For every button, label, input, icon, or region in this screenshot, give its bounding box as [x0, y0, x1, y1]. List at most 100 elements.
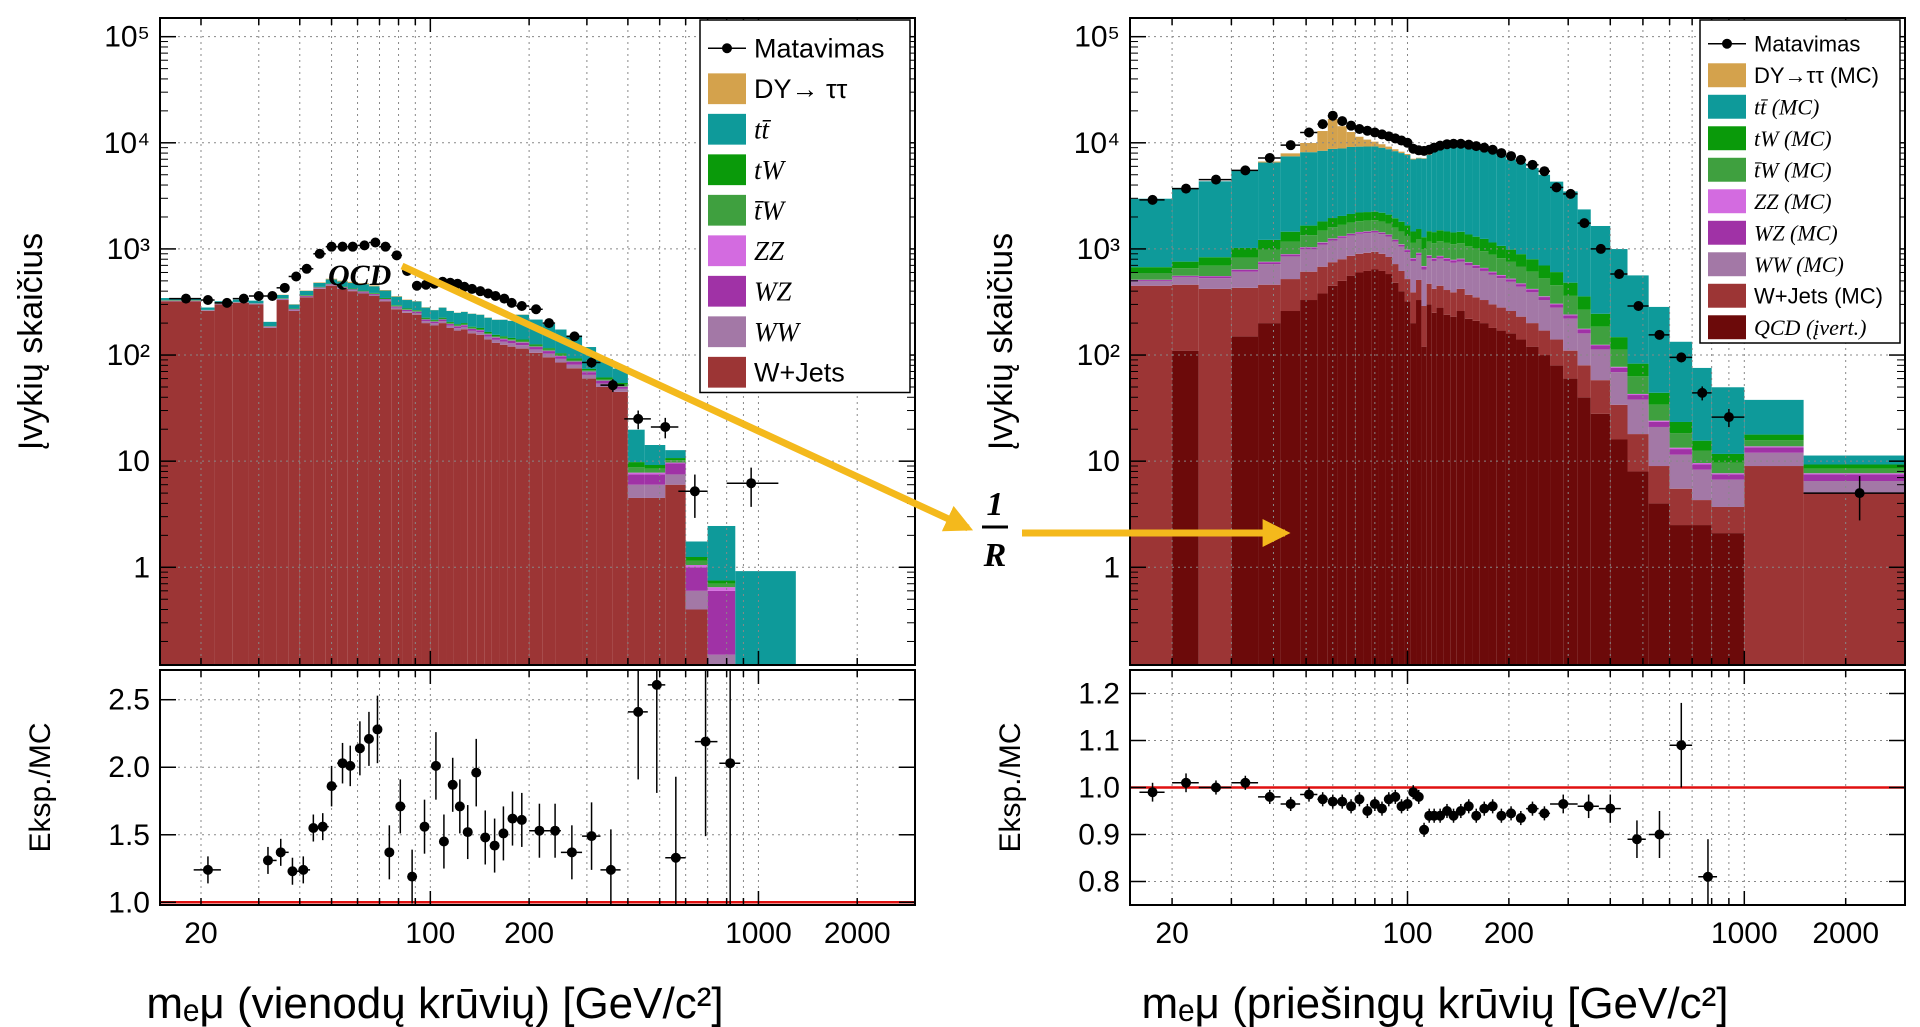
bar-segment-tbarw: [1172, 268, 1199, 276]
bar-segment-ww: [1398, 246, 1405, 271]
bar-segment-ttbar: [1577, 209, 1591, 297]
bar-segment-qcd: [1610, 439, 1628, 665]
bar-segment-ttbar: [288, 304, 300, 309]
bar-segment-ww: [1803, 481, 1905, 494]
bar-segment-dy: [347, 281, 358, 283]
bar-segment-ttbar: [735, 571, 796, 665]
bar-segment-zz: [1550, 303, 1564, 305]
data-point: [467, 283, 478, 294]
bar-segment-wz: [337, 287, 348, 289]
bar-segment-wjets: [446, 327, 454, 665]
legend-label: W+Jets (MC): [1754, 283, 1883, 308]
bar-segment-ttbar: [484, 317, 492, 332]
data-point: [345, 760, 356, 771]
bar-segment-qcd: [1410, 323, 1417, 665]
bar-segment-tbarw: [1505, 261, 1517, 279]
data-point: [438, 836, 449, 847]
legend-label: WZ (MC): [1754, 220, 1838, 245]
data-point: [1579, 218, 1590, 229]
legend-label: ZZ (MC): [1754, 189, 1832, 214]
bar-segment-zz: [582, 371, 597, 373]
bar-segment-tw: [460, 323, 468, 325]
bar-segment-tw: [1398, 221, 1405, 232]
bar-segment-wz: [1378, 232, 1386, 235]
bar-segment-qcd: [1479, 323, 1489, 665]
bar-segment-tbarw: [1404, 235, 1411, 250]
bar-segment-ww: [1436, 258, 1444, 286]
left-ratio-axes: 20 100 200 1000 2000 1.0 1.5 2.0 2.5: [108, 669, 916, 950]
bar-segment-dy: [1363, 139, 1372, 147]
legend-label: t̄W (MC): [1754, 157, 1832, 182]
bar-segment-wz: [1426, 255, 1432, 259]
bar-segment-tbarw: [499, 337, 508, 339]
bar-segment-qcd: [1496, 330, 1506, 665]
bar-segment-qcd: [1385, 274, 1393, 665]
bar-segment-wz: [421, 319, 431, 322]
bar-segment-ww: [1450, 262, 1457, 293]
bar-segment-qcd: [1464, 318, 1473, 665]
bar-segment-tw: [1472, 236, 1480, 249]
bar-segment-tw: [582, 368, 597, 371]
bar-segment-ww: [1280, 256, 1301, 280]
bar-segment-ww: [325, 284, 338, 286]
bar-segment-ttbar: [453, 312, 461, 325]
bar-segment-ttbar: [1398, 153, 1405, 222]
bar-segment-tbarw: [1488, 254, 1497, 272]
bar-segment-ww: [412, 313, 422, 315]
bar-segment-wz: [1337, 236, 1347, 238]
bar-segment-tbarw: [1464, 246, 1473, 263]
legend-swatch: [1708, 126, 1746, 151]
right-ratio-points: [1139, 702, 1718, 905]
left-main-axes: 1 10 10² 10³ 10⁴ 10⁵: [104, 17, 916, 666]
bar-segment-zz: [1416, 252, 1422, 254]
legend-label: Matavimas: [1754, 31, 1860, 56]
bar-segment-ttbar: [1363, 146, 1372, 213]
bar-segment-ww: [1648, 426, 1670, 467]
bar-segment-ww: [1431, 260, 1437, 289]
bar-segment-tbarw: [453, 325, 461, 327]
bar-segment-tw: [1130, 267, 1173, 274]
data-point: [1676, 352, 1687, 363]
bar-segment-tw: [467, 326, 477, 328]
data-point: [1240, 165, 1251, 176]
bar-segment-tw: [1378, 212, 1386, 222]
bar-segment-ww: [1479, 270, 1489, 301]
data-point: [475, 286, 486, 297]
bar-segment-wz: [357, 291, 369, 293]
bar-segment-ttbar: [430, 310, 439, 320]
bar-segment-ww: [529, 349, 543, 353]
bar-segment-ww: [368, 294, 380, 297]
bar-segment-wjets: [1280, 279, 1301, 312]
bar-segment-wz: [460, 325, 468, 327]
bar-segment-wjets: [1526, 323, 1539, 347]
bar-segment-tbarw: [491, 336, 500, 338]
bar-segment-tw: [1550, 272, 1564, 286]
data-point: [1595, 243, 1606, 254]
bar-segment-ttbar: [1410, 159, 1417, 232]
bar-segment-ww: [1231, 271, 1259, 288]
data-point: [1285, 798, 1296, 809]
legend-swatch: [1708, 189, 1746, 214]
y-tick-label: 10⁴: [104, 127, 150, 160]
legend-swatch: [708, 194, 746, 226]
bar-segment-wjets: [1505, 311, 1517, 334]
legend-label: t̄W: [754, 196, 787, 226]
bar-segment-tbarw: [1692, 450, 1712, 464]
bar-segment-ww: [1711, 479, 1745, 507]
bar-segment-tw: [1464, 234, 1473, 247]
data-point: [660, 421, 671, 432]
bar-segment-ww: [1300, 249, 1318, 272]
bar-segment-ttbar: [313, 282, 326, 287]
bar-segment-ww: [1627, 399, 1649, 435]
bar-segment-wz: [555, 356, 567, 359]
bar-segment-qcd: [1526, 346, 1539, 665]
bar-segment-ttbar: [1538, 174, 1551, 266]
legend-label: DY→ττ (MC): [1754, 63, 1879, 88]
bar-segment-wz: [1398, 244, 1405, 247]
bar-segment-tbarw: [460, 324, 468, 325]
right-xlabel: mₑμ (priešingų krūvių [GeV/c²]: [1142, 979, 1729, 1027]
legend-label: tt̄ (MC): [1754, 94, 1819, 119]
bar-segment-tbarw: [1516, 266, 1527, 284]
right-main-plot: 1 10 10² 10³ 10⁴ 10⁵ Matavimas DY→ττ (MC) tt̄ (…: [982, 17, 1906, 666]
left-xlabel: mₑμ (vienodų krūvių) [GeV/c²]: [146, 979, 723, 1027]
